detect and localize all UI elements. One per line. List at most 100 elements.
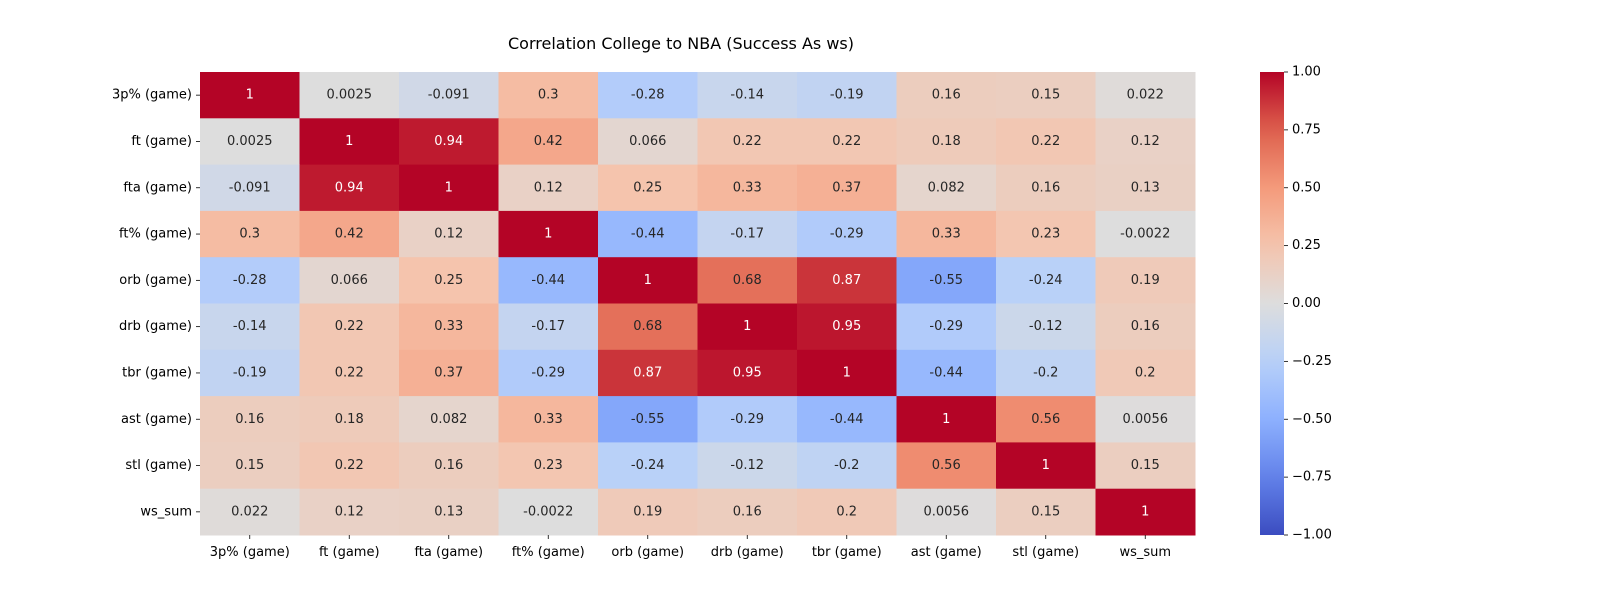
cell-annotation-4-5: 0.68 bbox=[733, 273, 762, 288]
cell-annotation-9-3: -0.0022 bbox=[523, 504, 573, 519]
heatmap-cell-4-9 bbox=[1095, 257, 1196, 304]
cell-annotation-8-9: 0.15 bbox=[1131, 458, 1160, 473]
cell-annotation-3-3: 1 bbox=[544, 227, 552, 242]
cell-annotation-2-6: 0.37 bbox=[832, 180, 861, 195]
heatmap-cell-8-8 bbox=[996, 442, 1096, 490]
cell-annotation-0-8: 0.15 bbox=[1031, 88, 1060, 103]
cell-annotation-7-2: 0.082 bbox=[430, 412, 467, 427]
cell-annotation-3-6: -0.29 bbox=[830, 227, 864, 242]
col-label-7: ast (game) bbox=[911, 545, 982, 560]
heatmap-cell-8-3 bbox=[498, 442, 599, 490]
row-label-6: tbr (game) bbox=[122, 365, 192, 380]
cell-annotation-2-4: 0.25 bbox=[633, 180, 662, 195]
heatmap-cell-1-6 bbox=[797, 118, 897, 166]
row-label-0: 3p% (game) bbox=[112, 88, 192, 103]
cell-annotation-5-7: -0.29 bbox=[929, 319, 963, 334]
colorbar: 1.00 0.75 0.50 0.25 0.00 −0.25 −0.50 −0.75 −1.00 bbox=[1260, 65, 1332, 543]
heatmap-cell-2-8 bbox=[996, 164, 1096, 212]
heatmap-cell-0-3 bbox=[498, 72, 599, 119]
cell-annotation-2-9: 0.13 bbox=[1131, 180, 1160, 195]
cell-annotation-8-4: -0.24 bbox=[631, 458, 665, 473]
cell-annotation-6-1: 0.22 bbox=[335, 365, 364, 380]
heatmap-cell-4-8 bbox=[996, 257, 1096, 304]
cell-annotation-3-5: -0.17 bbox=[730, 227, 764, 242]
row-label-2: fta (game) bbox=[123, 180, 192, 195]
colorbar-tick-label-7: −0.75 bbox=[1292, 470, 1332, 485]
cell-annotation-0-0: 1 bbox=[246, 88, 254, 103]
col-label-6: tbr (game) bbox=[812, 545, 882, 560]
heatmap-cell-6-7 bbox=[896, 349, 997, 397]
row-label-9: ws_sum bbox=[140, 504, 192, 519]
heatmap-cell-9-6 bbox=[797, 488, 897, 536]
cell-annotation-8-2: 0.16 bbox=[434, 458, 463, 473]
heatmap-cell-6-8 bbox=[996, 349, 1096, 397]
cell-annotation-2-1: 0.94 bbox=[335, 180, 364, 195]
heatmap-cell-6-1 bbox=[299, 349, 400, 397]
cell-annotation-9-8: 0.15 bbox=[1031, 504, 1060, 519]
cell-annotation-1-2: 0.94 bbox=[434, 134, 463, 149]
cell-annotation-5-2: 0.33 bbox=[434, 319, 463, 334]
cell-annotation-7-0: 0.16 bbox=[235, 412, 264, 427]
cell-annotation-6-0: -0.19 bbox=[233, 365, 267, 380]
heatmap-cell-3-0 bbox=[200, 210, 300, 258]
heatmap-cell-9-5 bbox=[697, 488, 798, 536]
heatmap-cell-0-0 bbox=[200, 72, 300, 119]
heatmap-cell-5-1 bbox=[299, 303, 400, 351]
cell-annotation-6-8: -0.2 bbox=[1033, 365, 1058, 380]
heatmap-cell-9-0 bbox=[200, 488, 300, 536]
cell-annotation-4-9: 0.19 bbox=[1131, 273, 1160, 288]
heatmap-cell-7-2 bbox=[399, 396, 499, 443]
row-labels: 3p% (game) ft (game) fta (game) ft% (game) o… bbox=[112, 88, 200, 519]
heatmap-cell-1-8 bbox=[996, 118, 1096, 166]
cell-annotation-4-3: -0.44 bbox=[531, 273, 565, 288]
heatmap-cell-2-6 bbox=[797, 164, 897, 212]
heatmap-cell-7-9 bbox=[1095, 396, 1196, 443]
heatmap-cell-9-9 bbox=[1095, 488, 1196, 536]
cell-annotation-2-5: 0.33 bbox=[733, 180, 762, 195]
heatmap-cell-9-4 bbox=[598, 488, 698, 536]
heatmap-cell-5-8 bbox=[996, 303, 1096, 351]
row-label-7: ast (game) bbox=[121, 412, 192, 427]
heatmap-cell-1-3 bbox=[498, 118, 599, 166]
heatmap-cell-5-6 bbox=[797, 303, 897, 351]
heatmap-cell-6-3 bbox=[498, 349, 599, 397]
heatmap-cell-8-5 bbox=[697, 442, 798, 490]
cell-annotation-5-6: 0.95 bbox=[832, 319, 861, 334]
cell-annotation-2-8: 0.16 bbox=[1031, 180, 1060, 195]
row-label-8: stl (game) bbox=[125, 458, 192, 473]
cell-annotation-5-9: 0.16 bbox=[1131, 319, 1160, 334]
chart-title: Correlation College to NBA (Success As w… bbox=[508, 34, 854, 53]
heatmap-cell-3-9 bbox=[1095, 210, 1196, 258]
heatmap-cell-6-6 bbox=[797, 349, 897, 397]
cell-annotation-1-7: 0.18 bbox=[932, 134, 961, 149]
heatmap-cell-2-1 bbox=[299, 164, 400, 212]
cell-annotation-8-3: 0.23 bbox=[534, 458, 563, 473]
row-label-5: drb (game) bbox=[119, 319, 192, 334]
heatmap-cell-7-8 bbox=[996, 396, 1096, 443]
cell-annotation-5-5: 1 bbox=[743, 319, 751, 334]
heatmap-cell-8-4 bbox=[598, 442, 698, 490]
cell-annotation-4-6: 0.87 bbox=[832, 273, 861, 288]
cell-annotation-7-7: 1 bbox=[942, 412, 950, 427]
heatmap-cell-0-6 bbox=[797, 72, 897, 119]
cell-annotation-0-7: 0.16 bbox=[932, 88, 961, 103]
cell-annotation-4-1: 0.066 bbox=[331, 273, 368, 288]
col-label-3: ft% (game) bbox=[512, 545, 585, 560]
cell-annotation-6-9: 0.2 bbox=[1135, 365, 1156, 380]
cell-annotation-0-2: -0.091 bbox=[428, 88, 470, 103]
heatmap-cell-5-9 bbox=[1095, 303, 1196, 351]
heatmap-cell-8-9 bbox=[1095, 442, 1196, 490]
heatmap-cell-4-5 bbox=[697, 257, 798, 304]
cell-annotation-9-7: 0.0056 bbox=[924, 504, 970, 519]
cell-annotation-5-8: -0.12 bbox=[1029, 319, 1063, 334]
heatmap-cell-3-7 bbox=[896, 210, 997, 258]
cell-annotation-5-1: 0.22 bbox=[335, 319, 364, 334]
cell-annotation-1-0: 0.0025 bbox=[227, 134, 273, 149]
cell-annotation-4-4: 1 bbox=[644, 273, 652, 288]
heatmap-cell-7-5 bbox=[697, 396, 798, 443]
cell-annotation-6-5: 0.95 bbox=[733, 365, 762, 380]
cell-annotation-1-4: 0.066 bbox=[629, 134, 666, 149]
heatmap-cell-3-2 bbox=[399, 210, 499, 258]
cell-annotation-7-4: -0.55 bbox=[631, 412, 665, 427]
cell-annotation-0-3: 0.3 bbox=[538, 88, 559, 103]
